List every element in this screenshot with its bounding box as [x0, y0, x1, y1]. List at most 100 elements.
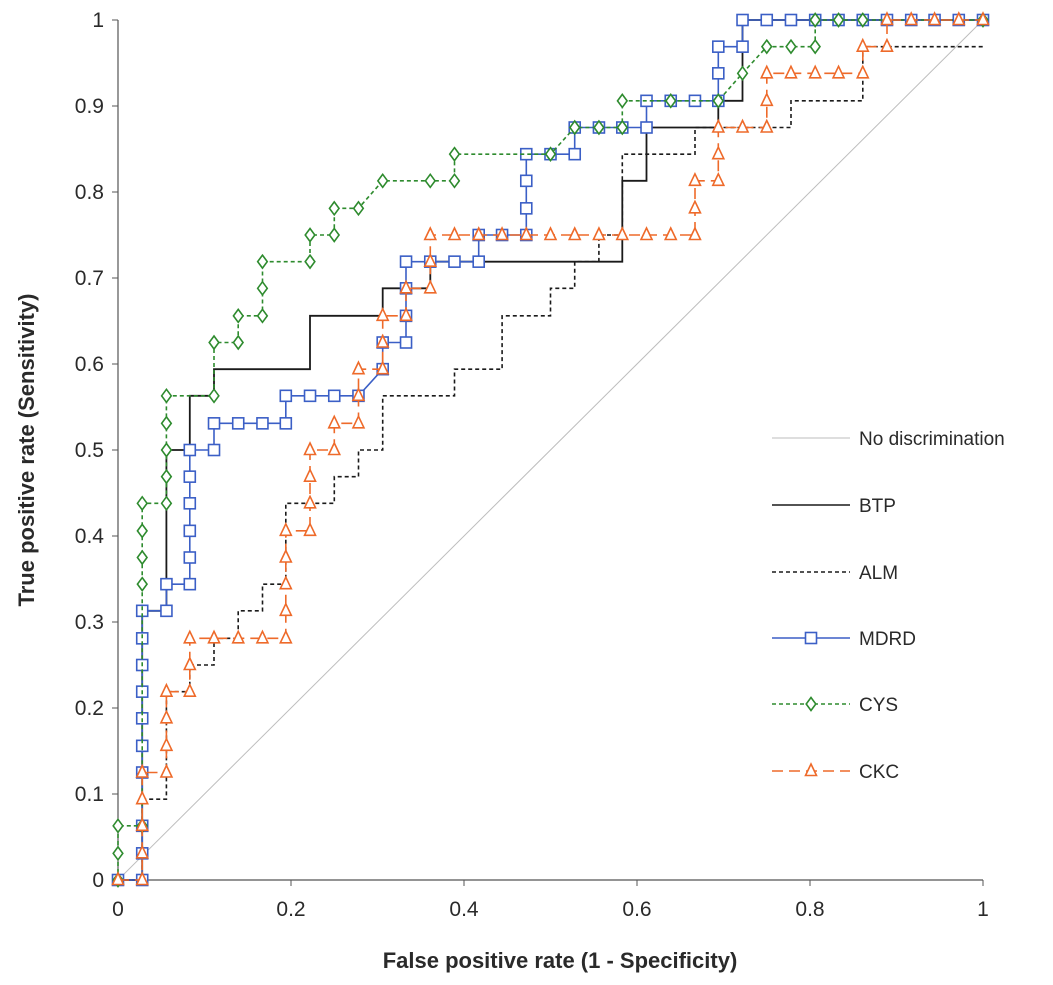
data-point-marker	[279, 548, 293, 563]
x-axis-title: False positive rate (1 - Specificity)	[383, 948, 738, 973]
data-point-marker	[447, 226, 462, 241]
data-point-marker	[759, 91, 774, 107]
data-point-marker	[256, 307, 269, 324]
data-point-marker	[111, 871, 125, 886]
data-point-marker	[809, 38, 821, 55]
x-tick-label: 0.4	[449, 898, 479, 921]
data-point-marker	[232, 307, 245, 324]
data-point-marker	[927, 11, 942, 26]
data-point-marker	[568, 119, 581, 136]
legend-label: MDRD	[859, 629, 916, 650]
data-point-marker	[424, 172, 437, 189]
data-point-marker	[568, 147, 582, 161]
data-point-marker	[183, 577, 197, 591]
data-point-marker	[688, 171, 702, 187]
data-point-marker	[256, 417, 269, 430]
data-point-marker	[160, 387, 173, 404]
data-point-marker	[136, 576, 149, 593]
data-point-marker	[231, 629, 246, 644]
data-point-marker	[593, 119, 605, 136]
data-point-marker	[904, 11, 918, 26]
data-point-marker	[112, 845, 124, 862]
data-point-marker	[256, 253, 269, 270]
data-point-marker	[183, 524, 197, 538]
data-point-marker	[472, 255, 486, 268]
data-point-marker	[544, 146, 557, 163]
data-point-marker	[375, 360, 390, 375]
data-point-marker	[135, 844, 149, 859]
data-point-marker	[615, 226, 630, 241]
x-tick-label: 0.8	[795, 898, 824, 921]
data-point-marker	[711, 145, 726, 160]
legend-label: CYS	[859, 695, 898, 716]
y-tick-label: 0.1	[75, 783, 104, 806]
legend-item-no-discrimination: No discrimination	[772, 429, 1005, 450]
data-point-marker	[423, 226, 438, 241]
data-point-marker	[567, 226, 582, 241]
legend-item-ckc: CKC	[772, 762, 899, 783]
data-point-marker	[688, 199, 702, 214]
data-point-marker	[399, 306, 413, 322]
legend-label: CKC	[859, 762, 899, 783]
y-tick-label: 1	[92, 9, 104, 32]
data-point-marker	[136, 495, 149, 512]
data-point-marker	[303, 441, 317, 456]
data-point-marker	[351, 414, 366, 429]
data-point-marker	[639, 226, 654, 241]
data-point-marker	[399, 255, 413, 268]
data-point-marker	[809, 12, 821, 28]
data-point-marker	[376, 172, 389, 189]
data-point-marker	[855, 37, 870, 52]
data-point-marker	[207, 443, 221, 457]
y-tick-label: 0.8	[75, 181, 104, 204]
data-point-marker	[664, 92, 677, 109]
data-point-marker	[712, 40, 725, 53]
data-point-marker	[423, 252, 438, 267]
series-line-cys	[117, 19, 983, 880]
series-line-alm	[118, 45, 983, 881]
legend-item-alm: ALM	[772, 563, 898, 584]
y-tick-label: 0.9	[75, 95, 104, 118]
data-point-marker	[232, 334, 245, 351]
data-point-marker	[804, 762, 818, 777]
data-point-marker	[135, 816, 149, 832]
x-tick-label: 0.2	[276, 898, 305, 921]
data-point-marker	[616, 119, 629, 136]
data-point-marker	[543, 226, 558, 241]
data-point-marker	[183, 656, 197, 671]
data-point-marker	[279, 521, 293, 537]
data-point-marker	[399, 336, 413, 349]
series-no-discrimination	[117, 19, 984, 881]
data-point-marker	[279, 601, 293, 617]
data-point-marker	[303, 494, 317, 509]
data-point-marker	[183, 497, 197, 510]
data-point-marker	[495, 226, 509, 241]
data-point-marker	[375, 333, 390, 348]
data-point-marker	[760, 38, 773, 55]
data-point-marker	[279, 629, 293, 644]
data-point-marker	[976, 11, 990, 26]
data-point-marker	[135, 871, 149, 886]
series-line-no-discrimination	[117, 19, 984, 881]
data-point-marker	[784, 64, 798, 79]
data-point-marker	[207, 417, 221, 430]
data-point-marker	[711, 118, 726, 133]
data-point-marker	[759, 118, 774, 133]
data-point-marker	[231, 417, 245, 430]
data-point-marker	[328, 200, 341, 217]
data-point-marker	[327, 414, 342, 429]
data-point-marker	[736, 13, 749, 27]
data-point-marker	[399, 279, 413, 294]
data-point-marker	[160, 468, 173, 485]
data-point-marker	[159, 682, 174, 697]
data-point-marker	[712, 67, 725, 80]
data-point-marker	[183, 470, 197, 483]
data-point-marker	[736, 40, 749, 53]
data-point-marker	[183, 443, 197, 457]
data-point-marker	[663, 226, 678, 241]
data-point-marker	[375, 306, 390, 322]
legend-item-cys: CYS	[772, 695, 898, 716]
data-point-marker	[352, 200, 365, 217]
data-point-marker	[327, 441, 342, 456]
